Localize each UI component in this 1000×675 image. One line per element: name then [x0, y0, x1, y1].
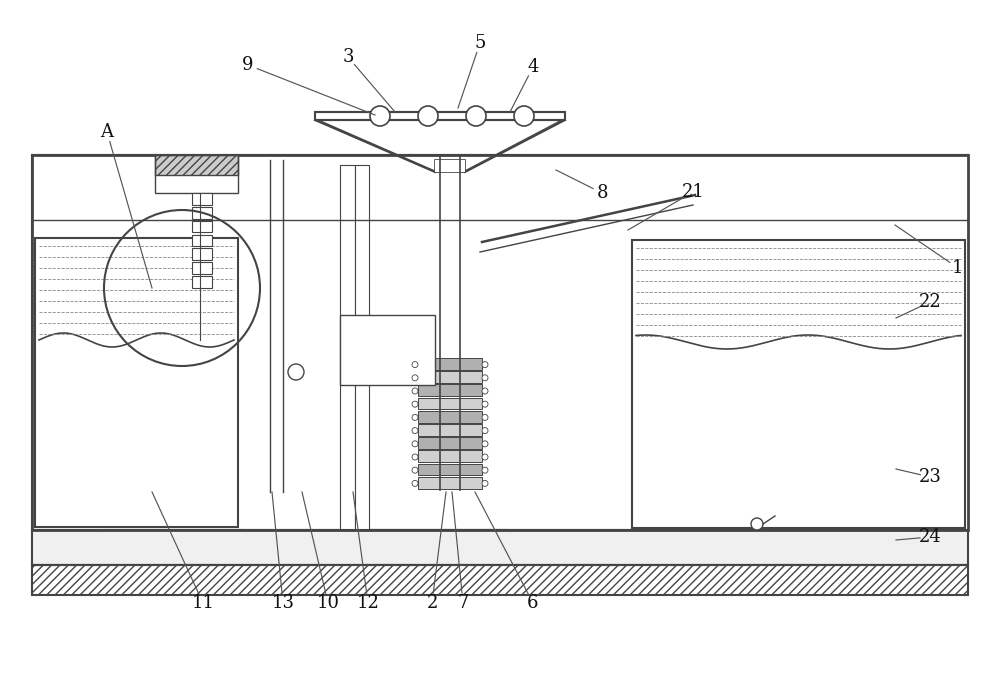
- Bar: [418, 450, 482, 462]
- Bar: [32, 220, 100, 530]
- Text: 4: 4: [527, 58, 539, 76]
- Circle shape: [482, 467, 488, 473]
- Text: 11: 11: [192, 594, 214, 612]
- Bar: [508, 220, 630, 530]
- Bar: [418, 358, 482, 370]
- Text: 10: 10: [316, 594, 340, 612]
- Bar: [32, 155, 968, 220]
- Bar: [315, 112, 565, 120]
- Bar: [355, 165, 369, 530]
- Circle shape: [412, 454, 418, 460]
- Text: 1: 1: [952, 259, 964, 277]
- Text: 8: 8: [596, 184, 608, 202]
- Text: 21: 21: [682, 183, 704, 201]
- Bar: [192, 221, 212, 232]
- Bar: [32, 155, 968, 530]
- Circle shape: [482, 362, 488, 368]
- Circle shape: [482, 454, 488, 460]
- Circle shape: [412, 481, 418, 487]
- Text: 12: 12: [357, 594, 379, 612]
- Bar: [192, 235, 212, 246]
- Text: 24: 24: [919, 528, 941, 546]
- Bar: [155, 155, 238, 193]
- Bar: [192, 276, 212, 288]
- Bar: [192, 193, 212, 205]
- Circle shape: [418, 106, 438, 126]
- Text: 6: 6: [527, 594, 539, 612]
- Circle shape: [482, 375, 488, 381]
- Circle shape: [412, 467, 418, 473]
- Bar: [340, 165, 355, 530]
- Circle shape: [412, 375, 418, 381]
- Bar: [418, 464, 482, 475]
- Bar: [192, 248, 212, 260]
- Bar: [32, 565, 968, 595]
- Bar: [340, 315, 435, 385]
- Bar: [418, 424, 482, 436]
- Circle shape: [482, 481, 488, 487]
- Bar: [418, 398, 482, 410]
- Bar: [435, 160, 465, 172]
- Circle shape: [412, 362, 418, 368]
- Circle shape: [412, 414, 418, 421]
- Bar: [418, 384, 482, 396]
- Circle shape: [412, 427, 418, 433]
- Bar: [243, 220, 340, 530]
- Bar: [192, 263, 212, 274]
- Text: 5: 5: [474, 34, 486, 52]
- Circle shape: [751, 518, 763, 530]
- Circle shape: [482, 441, 488, 447]
- Text: 13: 13: [272, 594, 294, 612]
- Text: 3: 3: [342, 48, 354, 66]
- Text: 2: 2: [426, 594, 438, 612]
- Bar: [32, 530, 968, 565]
- Circle shape: [412, 401, 418, 407]
- Circle shape: [288, 364, 304, 380]
- Bar: [192, 207, 212, 219]
- Bar: [418, 371, 482, 383]
- Circle shape: [412, 441, 418, 447]
- Text: 7: 7: [457, 594, 469, 612]
- Circle shape: [514, 106, 534, 126]
- Text: 23: 23: [919, 468, 941, 486]
- Bar: [870, 220, 968, 530]
- Bar: [418, 477, 482, 489]
- Bar: [418, 411, 482, 423]
- Circle shape: [370, 106, 390, 126]
- Bar: [632, 240, 965, 528]
- Text: A: A: [100, 123, 114, 141]
- Circle shape: [482, 427, 488, 433]
- Bar: [435, 160, 465, 172]
- Circle shape: [466, 106, 486, 126]
- Circle shape: [482, 414, 488, 421]
- Circle shape: [482, 401, 488, 407]
- Text: 22: 22: [919, 293, 941, 311]
- Bar: [418, 437, 482, 449]
- Bar: [155, 155, 238, 175]
- Text: 9: 9: [242, 56, 254, 74]
- Bar: [32, 155, 968, 530]
- Bar: [35, 238, 238, 527]
- Circle shape: [412, 388, 418, 394]
- Circle shape: [482, 388, 488, 394]
